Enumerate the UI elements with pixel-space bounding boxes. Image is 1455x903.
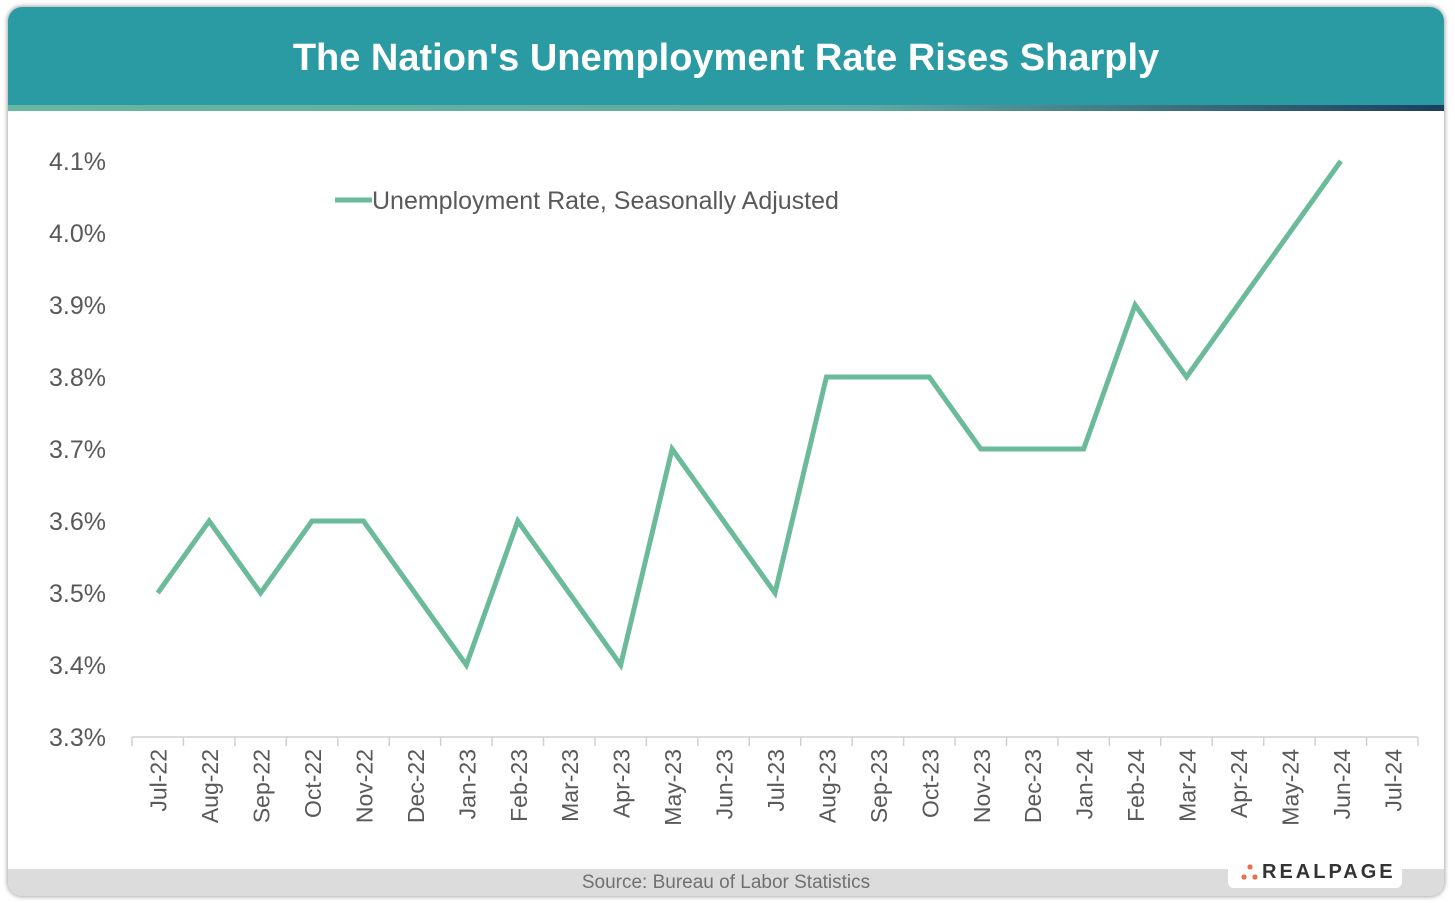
y-tick-label: 3.7%	[49, 436, 106, 464]
x-tick-label: Nov-23	[969, 749, 995, 823]
logo-text: REALPAGE	[1262, 861, 1396, 883]
x-tick-label: Jun-23	[712, 749, 738, 819]
header-stripe	[8, 105, 1444, 111]
x-tick-label: Jan-23	[454, 749, 480, 819]
x-tick-label: Apr-24	[1226, 749, 1252, 818]
chart-card: The Nation's Unemployment Rate Rises Sha…	[8, 7, 1444, 896]
source-note: Source: Bureau of Labor Statistics	[8, 869, 1444, 896]
x-tick-label: Sep-22	[249, 749, 275, 823]
x-tick-label: Aug-22	[197, 749, 223, 823]
x-tick-label: Mar-23	[557, 749, 583, 822]
series-line	[155, 159, 1343, 671]
x-tick-label: Nov-22	[351, 749, 377, 823]
x-tick-label: Oct-22	[300, 749, 326, 818]
y-tick-label: 4.0%	[49, 220, 106, 248]
x-tick-label: May-24	[1277, 749, 1303, 826]
x-tick-label: Jan-24	[1072, 749, 1098, 820]
x-tick-label: Feb-23	[506, 749, 532, 822]
x-tick-label: Jun-24	[1329, 749, 1355, 820]
logo-dots-icon	[1241, 864, 1258, 880]
y-tick-label: 3.8%	[49, 364, 106, 392]
x-tick-label: Jul-24	[1380, 749, 1406, 812]
y-tick-label: 3.3%	[49, 724, 106, 752]
x-tick-label: Mar-24	[1175, 749, 1201, 822]
y-tick-label: 3.6%	[49, 508, 106, 536]
chart-title: The Nation's Unemployment Rate Rises Sha…	[8, 7, 1444, 105]
x-tick-label: Sep-23	[866, 749, 892, 823]
x-tick-label: Jul-23	[763, 749, 789, 812]
x-tick-label: Aug-23	[814, 749, 840, 823]
x-tick-label: Oct-23	[917, 749, 943, 818]
legend-label: Unemployment Rate, Seasonally Adjusted	[372, 187, 839, 215]
x-tick-label: Feb-24	[1123, 749, 1149, 822]
y-tick-label: 4.1%	[49, 148, 106, 176]
y-tick-label: 3.9%	[49, 292, 106, 320]
y-tick-label: 3.4%	[49, 652, 106, 680]
x-tick-label: May-23	[660, 749, 686, 826]
x-tick-label: Dec-23	[1020, 749, 1046, 823]
realpage-logo: REALPAGE	[1228, 855, 1402, 888]
x-tick-label: Apr-23	[609, 749, 635, 818]
y-tick-label: 3.5%	[49, 580, 106, 608]
x-tick-label: Jul-22	[146, 749, 172, 812]
x-tick-label: Dec-22	[403, 749, 429, 823]
